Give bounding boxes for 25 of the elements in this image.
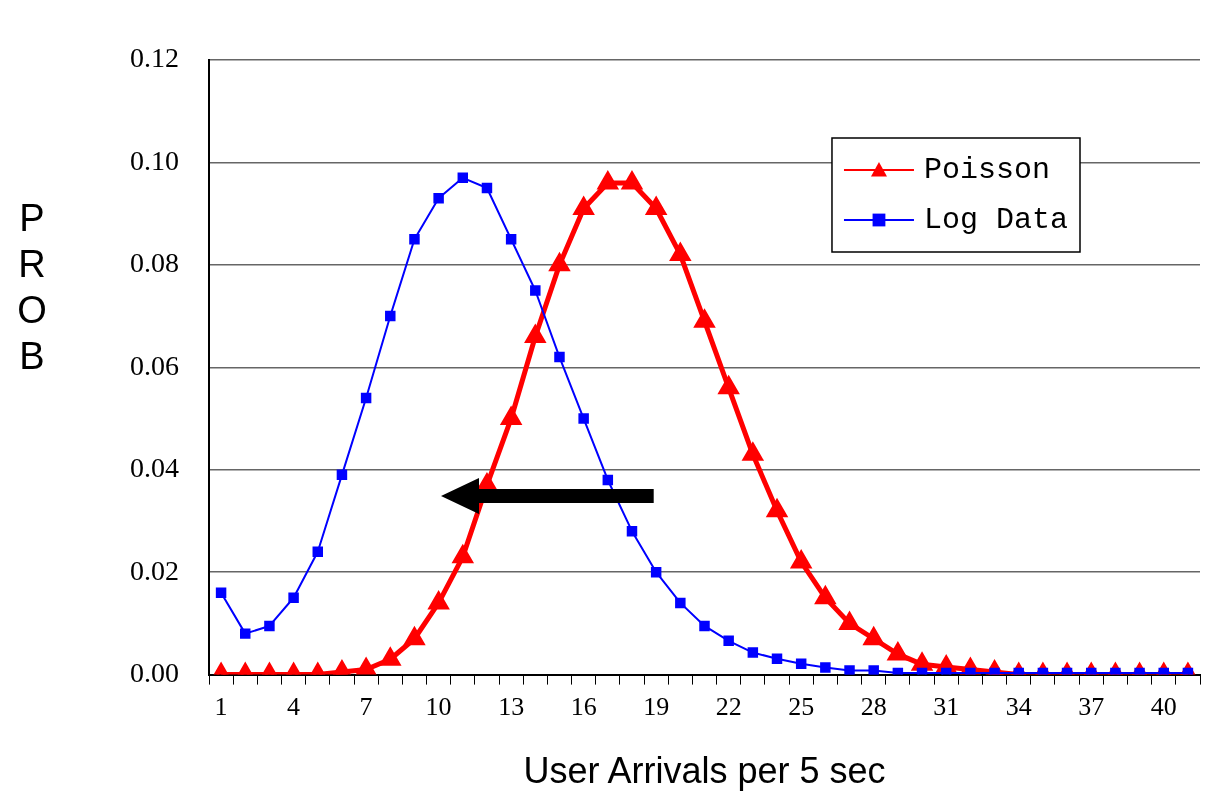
- x-tick-label: 19: [643, 692, 670, 722]
- x-tick-label: 16: [570, 692, 597, 722]
- x-tick-label: 34: [1005, 692, 1032, 722]
- y-tick-label: 0.10: [130, 144, 179, 176]
- y-tick-label: 0.06: [130, 349, 179, 381]
- legend-label: Poisson: [923, 152, 1051, 187]
- legend-label: Log Data: [923, 202, 1069, 237]
- x-axis-title: User Arrivals per 5 sec: [523, 750, 886, 792]
- x-tick-label: 4: [287, 692, 301, 722]
- x-tick-label: 37: [1078, 692, 1105, 722]
- y-tick-label: 0.02: [130, 554, 179, 586]
- x-tick-label: 13: [498, 692, 525, 722]
- x-tick-label: 1: [214, 692, 228, 722]
- y-tick-label: 0.00: [130, 656, 179, 688]
- y-axis-title: PROB: [16, 196, 48, 379]
- y-tick-label: 0.04: [130, 452, 179, 484]
- x-tick-label: 28: [860, 692, 887, 722]
- x-tick-label: 40: [1150, 692, 1177, 722]
- x-tick-label: 31: [933, 692, 960, 722]
- y-tick-label: 0.12: [130, 42, 179, 74]
- y-tick-label: 0.08: [130, 247, 179, 279]
- x-tick-label: 25: [788, 692, 815, 722]
- x-tick-label: 10: [425, 692, 452, 722]
- x-tick-label: 7: [359, 692, 373, 722]
- x-tick-label: 22: [715, 692, 742, 722]
